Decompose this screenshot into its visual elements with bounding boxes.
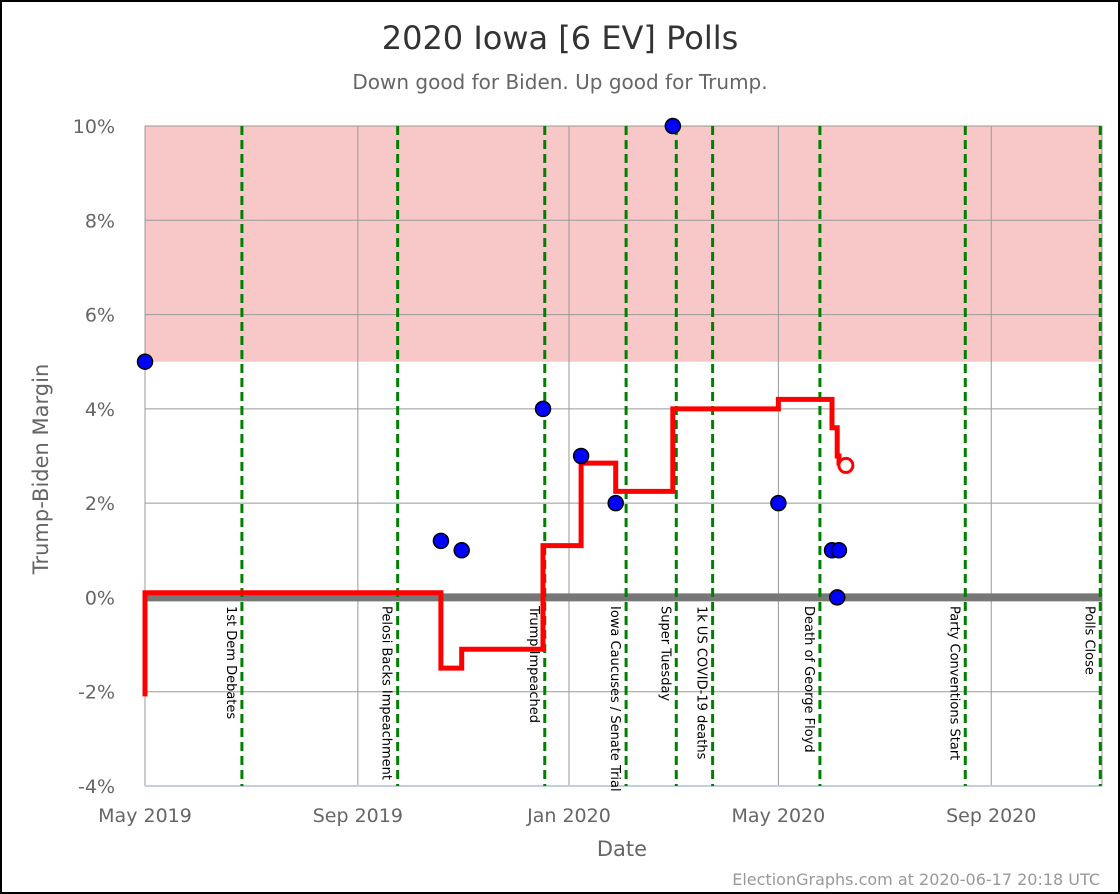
x-tick-labels: May 2019 Sep 2019 Jan 2020 May 2020 Sep 2020 — [98, 805, 1036, 827]
poll-point — [664, 117, 682, 135]
y-tick-label: 10% — [73, 116, 115, 138]
event-label: Trump Impeached — [526, 605, 541, 723]
y-tick-label: 8% — [85, 210, 115, 232]
event-label: Super Tuesday — [657, 606, 672, 701]
event-label: Polls Close — [1081, 606, 1096, 675]
x-tick-label: May 2020 — [732, 805, 826, 827]
current-average-marker — [837, 456, 855, 474]
event-label: Iowa Caucuses / Senate Trial — [607, 606, 622, 792]
x-axis-label: Date — [597, 837, 647, 861]
poll-point — [136, 353, 154, 370]
event-label: 1st Dem Debates — [223, 606, 238, 719]
poll-point — [828, 589, 846, 606]
event-label: Party Conventions Start — [946, 606, 961, 760]
y-tick-label: -4% — [78, 776, 115, 798]
credit-text: ElectionGraphs.com at 2020-06-17 20:18 U… — [732, 870, 1100, 889]
event-label: Death of George Floyd — [801, 606, 816, 753]
x-tick-label: Sep 2020 — [946, 805, 1036, 827]
plot-background — [145, 126, 1102, 786]
chart-subtitle: Down good for Biden. Up good for Trump. — [352, 70, 767, 94]
event-label: Pelosi Backs Impeachment — [379, 606, 394, 780]
x-tick-label: Jan 2020 — [526, 805, 611, 827]
poll-points — [136, 117, 848, 606]
trump-lead-shading — [145, 126, 1102, 362]
event-label: 1k US COVID-19 deaths — [694, 606, 709, 760]
poll-point — [770, 494, 787, 512]
poll-point — [572, 447, 590, 465]
poll-point — [453, 542, 470, 559]
y-tick-labels: 10% 8% 6% 4% 2% 0% -2% -4% — [73, 116, 115, 798]
poll-point — [534, 400, 552, 418]
event-lines: 1st Dem Debates Pelosi Backs Impeachment T… — [223, 126, 1102, 792]
y-tick-label: -2% — [78, 682, 115, 704]
poll-point — [830, 542, 848, 559]
poll-average-line — [142, 396, 846, 697]
y-axis-label: Trump-Biden Margin — [29, 364, 53, 576]
y-tick-label: 0% — [85, 587, 115, 609]
x-tick-label: Sep 2019 — [313, 805, 403, 827]
y-tick-label: 2% — [85, 493, 115, 515]
y-tick-label: 6% — [85, 305, 115, 327]
chart-title: 2020 Iowa [6 EV] Polls — [382, 19, 739, 57]
poll-point — [607, 494, 624, 512]
x-tick-label: May 2019 — [98, 805, 192, 827]
average-line — [142, 396, 855, 697]
y-tick-label: 4% — [85, 399, 115, 421]
poll-point — [432, 532, 450, 550]
